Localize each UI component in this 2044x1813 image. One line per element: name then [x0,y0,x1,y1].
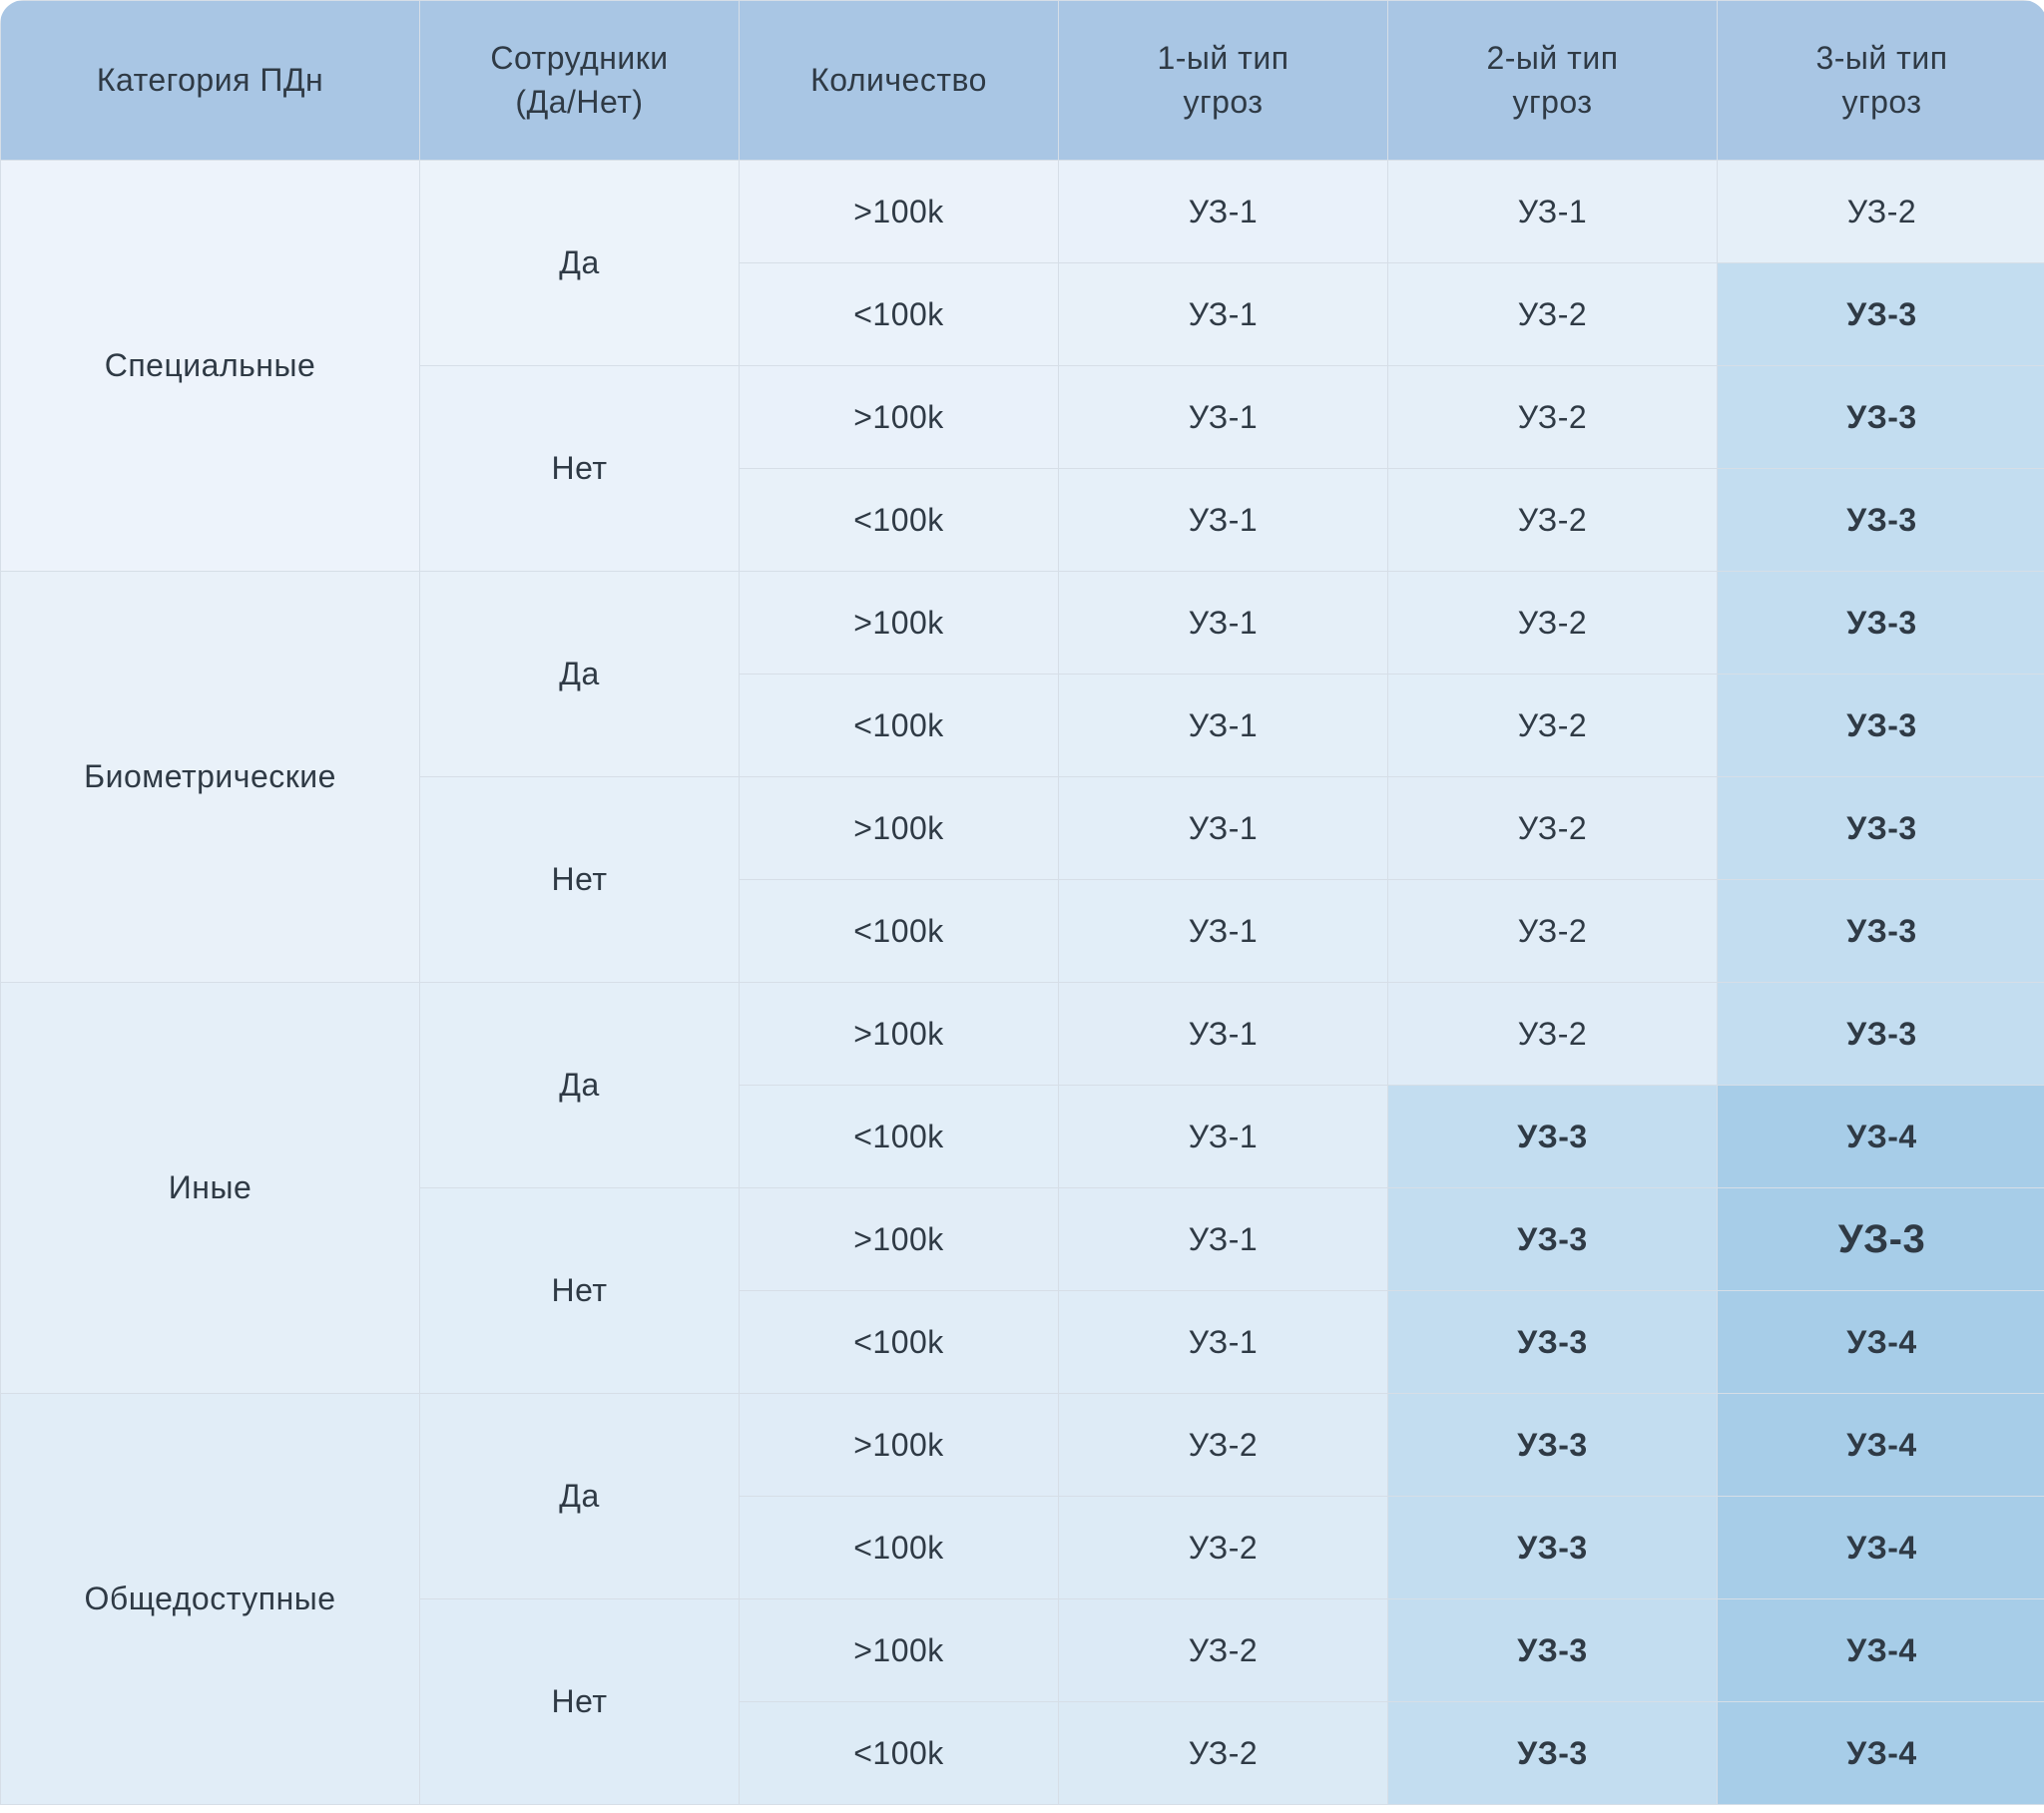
threat-cell: УЗ-3 [1388,1188,1718,1291]
threat-cell: УЗ-1 [1059,1291,1388,1394]
col-header-3: 1-ый типугроз [1059,1,1388,161]
threat-cell: УЗ-1 [1059,572,1388,675]
threat-cell: УЗ-1 [1059,675,1388,777]
threat-cell: УЗ-3 [1718,366,2044,469]
security-levels-table: Категория ПДнСотрудники(Да/Нет)Количеств… [0,0,2044,1805]
threat-cell: УЗ-3 [1718,983,2044,1086]
threat-cell: УЗ-2 [1718,161,2044,263]
threat-cell: УЗ-3 [1718,880,2044,983]
threat-cell: УЗ-4 [1718,1599,2044,1702]
table-container: { "type":"table", "columns":[ "Категория… [0,0,2044,1805]
threat-cell: УЗ-2 [1059,1702,1388,1805]
threat-cell: УЗ-1 [1059,366,1388,469]
threat-cell: УЗ-4 [1718,1702,2044,1805]
threat-cell: УЗ-1 [1388,161,1718,263]
threat-cell: УЗ-3 [1718,777,2044,880]
category-cell: Общедоступные [1,1394,420,1805]
quantity-cell: >100k [740,366,1059,469]
employees-cell: Нет [420,1599,740,1805]
table-row: ИныеДа>100kУЗ-1УЗ-2УЗ-3 [1,983,2044,1086]
table-row: БиометрическиеДа>100kУЗ-1УЗ-2УЗ-3 [1,572,2044,675]
employees-cell: Да [420,1394,740,1599]
employees-cell: Да [420,983,740,1188]
threat-cell: УЗ-2 [1059,1599,1388,1702]
threat-cell: УЗ-2 [1388,366,1718,469]
threat-cell: УЗ-1 [1059,983,1388,1086]
threat-cell: УЗ-3 [1388,1702,1718,1805]
threat-cell: УЗ-3 [1718,469,2044,572]
table-header: Категория ПДнСотрудники(Да/Нет)Количеств… [1,1,2044,161]
quantity-cell: <100k [740,1291,1059,1394]
threat-cell: УЗ-2 [1388,777,1718,880]
quantity-cell: >100k [740,1394,1059,1497]
quantity-cell: <100k [740,675,1059,777]
quantity-cell: <100k [740,1086,1059,1188]
col-header-4: 2-ый типугроз [1388,1,1718,161]
threat-cell: УЗ-4 [1718,1394,2044,1497]
quantity-cell: <100k [740,263,1059,366]
threat-cell: УЗ-2 [1388,880,1718,983]
threat-cell: УЗ-4 [1718,1086,2044,1188]
quantity-cell: >100k [740,777,1059,880]
threat-cell: УЗ-1 [1059,469,1388,572]
threat-cell: УЗ-2 [1059,1394,1388,1497]
threat-cell: УЗ-1 [1059,263,1388,366]
quantity-cell: <100k [740,1497,1059,1599]
col-header-5: 3-ый типугроз [1718,1,2044,161]
threat-cell: УЗ-3 [1388,1086,1718,1188]
employees-cell: Да [420,161,740,366]
threat-cell: УЗ-4 [1718,1497,2044,1599]
employees-cell: Нет [420,366,740,572]
threat-cell: УЗ-3 [1718,675,2044,777]
quantity-cell: >100k [740,983,1059,1086]
threat-cell: УЗ-4 [1718,1291,2044,1394]
threat-cell: УЗ-3 [1388,1394,1718,1497]
category-cell: Иные [1,983,420,1394]
table-row: СпециальныеДа>100kУЗ-1УЗ-1УЗ-2 [1,161,2044,263]
employees-cell: Да [420,572,740,777]
threat-cell: УЗ-1 [1059,161,1388,263]
col-header-2: Количество [740,1,1059,161]
col-header-0: Категория ПДн [1,1,420,161]
threat-cell: УЗ-3 [1718,263,2044,366]
threat-cell: УЗ-1 [1059,1086,1388,1188]
col-header-1: Сотрудники(Да/Нет) [420,1,740,161]
quantity-cell: >100k [740,161,1059,263]
employees-cell: Нет [420,1188,740,1394]
employees-cell: Нет [420,777,740,983]
quantity-cell: >100k [740,1188,1059,1291]
threat-cell: УЗ-2 [1388,263,1718,366]
quantity-cell: <100k [740,880,1059,983]
quantity-cell: <100k [740,469,1059,572]
table-body: СпециальныеДа>100kУЗ-1УЗ-1УЗ-2<100kУЗ-1У… [1,161,2044,1805]
threat-cell: УЗ-2 [1059,1497,1388,1599]
category-cell: Биометрические [1,572,420,983]
category-cell: Специальные [1,161,420,572]
threat-cell: УЗ-1 [1059,777,1388,880]
threat-cell: УЗ-2 [1388,983,1718,1086]
threat-cell: УЗ-2 [1388,675,1718,777]
threat-cell: УЗ-1 [1059,880,1388,983]
threat-cell: УЗ-2 [1388,469,1718,572]
threat-cell: УЗ-1 [1059,1188,1388,1291]
quantity-cell: >100k [740,572,1059,675]
threat-cell: УЗ-3 [1388,1291,1718,1394]
table-row: ОбщедоступныеДа>100kУЗ-2УЗ-3УЗ-4 [1,1394,2044,1497]
quantity-cell: <100k [740,1702,1059,1805]
threat-cell: УЗ-3 [1388,1599,1718,1702]
quantity-cell: >100k [740,1599,1059,1702]
threat-cell: УЗ-3 [1388,1497,1718,1599]
threat-cell: УЗ-2 [1388,572,1718,675]
threat-cell: УЗ-3 [1718,572,2044,675]
threat-cell: УЗ-3 [1718,1188,2044,1291]
